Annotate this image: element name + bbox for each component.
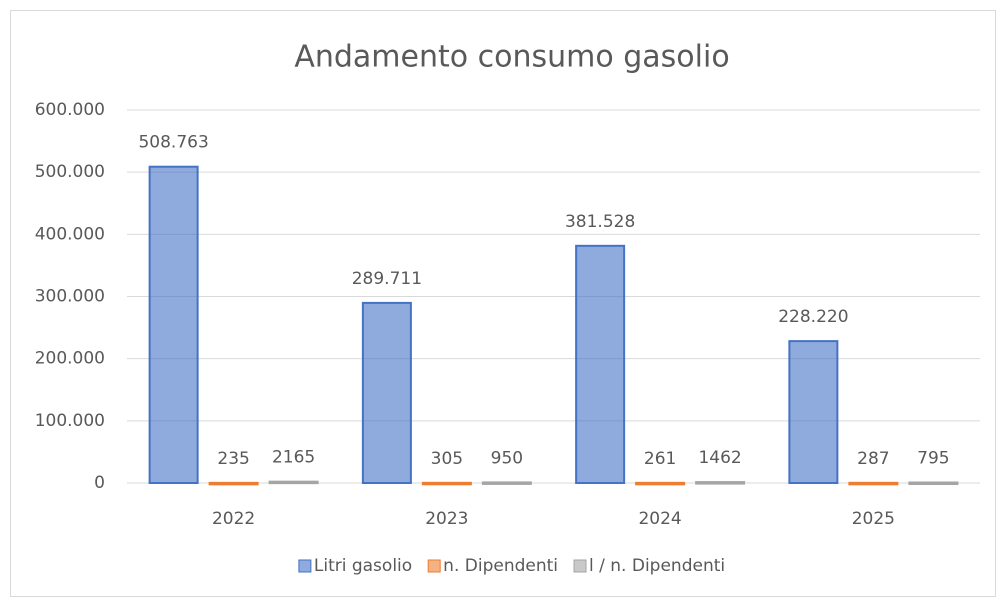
legend-swatch — [427, 559, 441, 573]
x-tick-label: 2022 — [212, 509, 255, 529]
bar — [575, 244, 626, 484]
y-tick-label: 200.000 — [35, 349, 105, 369]
data-label: 1462 — [698, 448, 741, 468]
y-tick-label: 100.000 — [35, 411, 105, 431]
data-label: 228.220 — [778, 307, 848, 327]
legend-swatch — [298, 559, 312, 573]
bar — [695, 481, 746, 485]
data-label: 305 — [431, 449, 463, 469]
x-tick-label: 2025 — [852, 509, 895, 529]
bar — [361, 301, 412, 484]
y-tick-label: 400.000 — [35, 224, 105, 244]
data-label: 508.763 — [138, 133, 208, 153]
bar — [421, 481, 472, 486]
bar — [481, 481, 532, 485]
bar — [268, 480, 319, 485]
data-label: 950 — [491, 448, 523, 468]
data-label: 795 — [917, 449, 949, 469]
data-label: 289.711 — [352, 269, 422, 289]
bar — [908, 481, 959, 486]
bar — [788, 340, 839, 484]
legend-label: l / n. Dipendenti — [589, 556, 725, 576]
y-tick-label: 600.000 — [35, 100, 105, 120]
x-tick-label: 2023 — [425, 509, 468, 529]
data-label: 287 — [857, 449, 889, 469]
bar — [148, 165, 199, 484]
legend-label: Litri gasolio — [314, 556, 412, 576]
y-tick-label: 300.000 — [35, 287, 105, 307]
bar — [208, 481, 259, 486]
data-label: 261 — [644, 449, 676, 469]
x-tick-label: 2024 — [638, 509, 681, 529]
bar — [848, 481, 899, 486]
legend-label: n. Dipendenti — [443, 556, 558, 576]
data-label: 2165 — [272, 448, 315, 468]
chart-title: Andamento consumo gasolio — [294, 40, 729, 75]
data-label: 235 — [217, 449, 249, 469]
y-tick-label: 500.000 — [35, 162, 105, 182]
y-tick-label: 0 — [94, 473, 105, 493]
data-label: 381.528 — [565, 212, 635, 232]
bar — [635, 481, 686, 486]
legend-swatch — [573, 559, 587, 573]
